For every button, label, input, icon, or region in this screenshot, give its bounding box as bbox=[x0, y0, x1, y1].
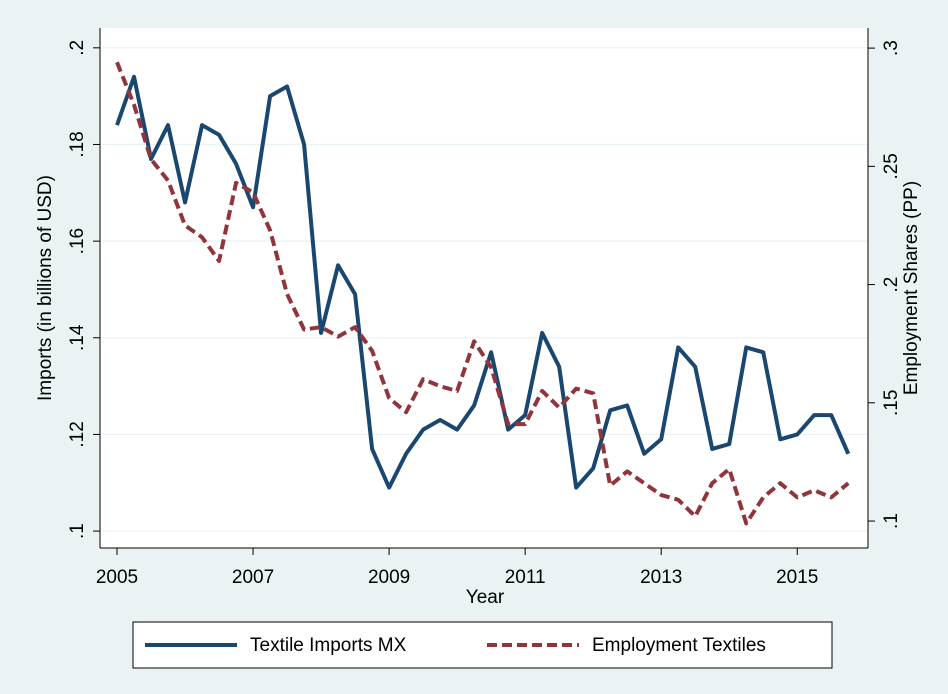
series-line bbox=[115, 61, 850, 526]
series-line bbox=[115, 74, 851, 490]
x-tick-label: 2009 bbox=[368, 567, 410, 588]
x-tick-label: 2013 bbox=[640, 567, 682, 588]
y2-tick-label: .2 bbox=[881, 277, 902, 293]
x-tick-label: 2007 bbox=[232, 567, 274, 588]
y2-tick-label: .25 bbox=[881, 153, 902, 179]
x-axis-title: Year bbox=[466, 587, 505, 608]
y-tick-label: .14 bbox=[67, 324, 88, 351]
y-tick-label: .1 bbox=[67, 523, 88, 539]
y2-tick-label: .15 bbox=[881, 390, 902, 416]
y2-axis-title: Employment Shares (PP) bbox=[901, 181, 922, 395]
x-tick-label: 2011 bbox=[505, 567, 546, 588]
legend-label: Textile Imports MX bbox=[250, 635, 407, 656]
y2-tick-label: .1 bbox=[881, 513, 902, 529]
legend-box bbox=[132, 621, 833, 669]
x-tick-label: 2015 bbox=[776, 567, 818, 588]
plot-area bbox=[100, 28, 868, 548]
y-axis-title: Imports (in billions of USD) bbox=[35, 175, 56, 401]
y-tick-label: .12 bbox=[67, 421, 88, 447]
y-tick-label: .2 bbox=[67, 40, 88, 56]
y-tick-label: .18 bbox=[67, 131, 88, 157]
x-tick-label: 2005 bbox=[96, 567, 138, 588]
y-tick-label: .16 bbox=[67, 228, 88, 254]
y2-tick-label: .3 bbox=[881, 40, 902, 56]
legend-label: Employment Textiles bbox=[592, 635, 766, 656]
